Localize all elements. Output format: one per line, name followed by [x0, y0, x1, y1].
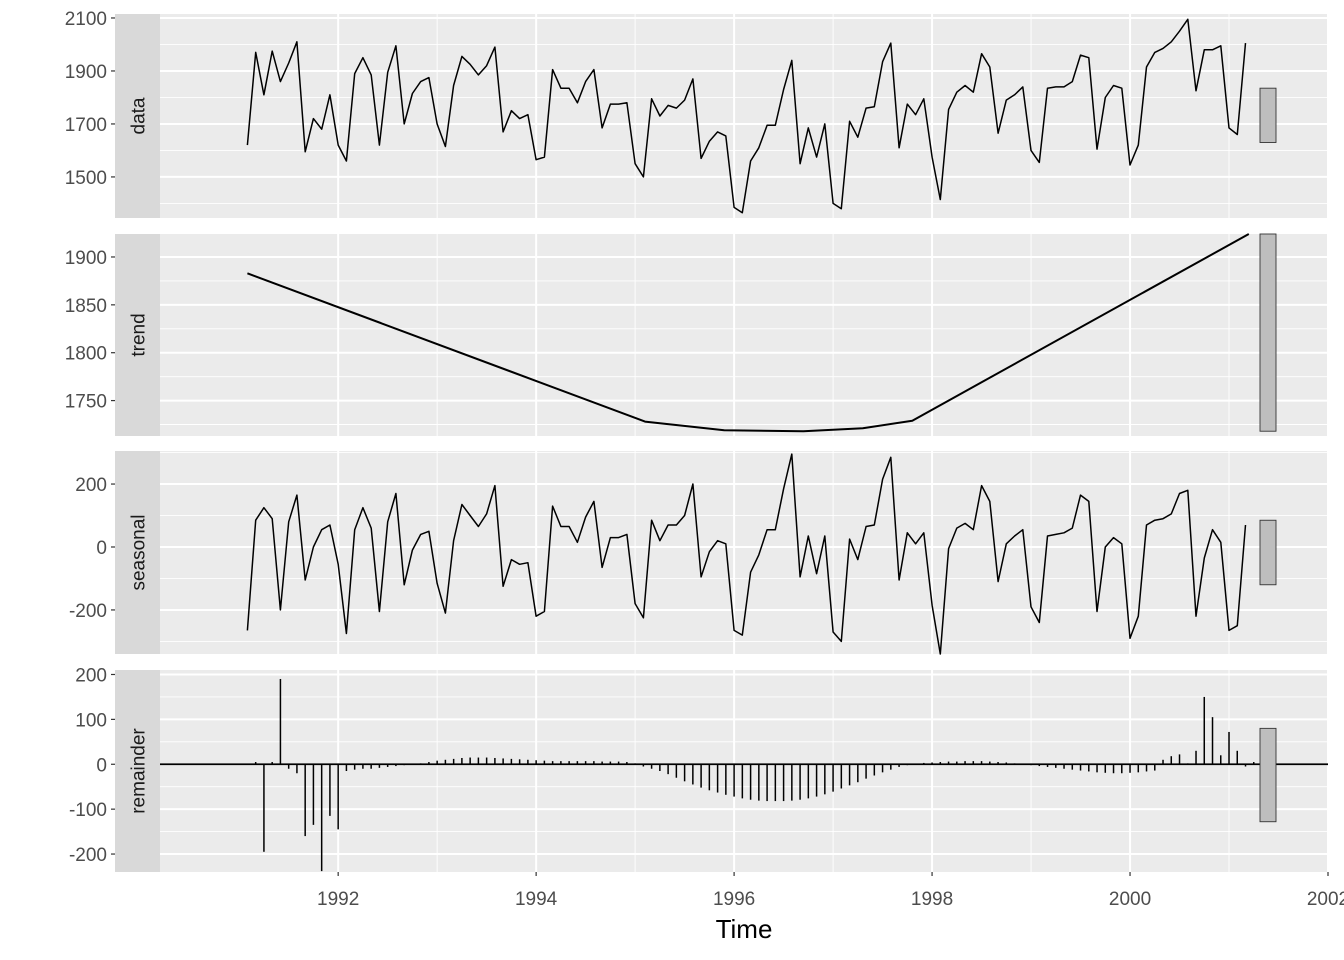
facet-panels: 1500 1700 1900 2100 data 1750 1800 1850 1900 tren… — [65, 9, 1329, 872]
y-tick-label: 1900 — [65, 62, 107, 83]
range-bar — [1259, 519, 1277, 586]
panel-remainder: -200 -100 0 100 200 remainder — [69, 665, 1329, 872]
facet-strip — [115, 234, 160, 436]
facet-strip — [115, 451, 160, 654]
panel-seasonal: -200 0 200 seasonal — [69, 451, 1329, 655]
facet-label: data — [129, 97, 150, 134]
trend-series-line — [247, 233, 1250, 433]
x-axis-title: Time — [716, 914, 773, 944]
facet-label: trend — [129, 313, 150, 356]
facet-strip — [115, 670, 160, 872]
y-tick-label: 0 — [96, 538, 107, 559]
facet-label: seasonal — [129, 514, 150, 590]
y-tick-label: 1750 — [65, 392, 107, 413]
x-tick-label: 1998 — [911, 889, 953, 910]
x-tick-label: 2000 — [1109, 889, 1151, 910]
y-tick-label: 0 — [96, 755, 107, 776]
facet-label: remainder — [129, 728, 150, 814]
x-tick-label: 1992 — [317, 889, 359, 910]
y-tick-label: 200 — [75, 665, 107, 686]
range-bar — [1259, 727, 1277, 823]
seasonal-series-line — [246, 453, 1247, 655]
x-tick-label: 1996 — [713, 889, 755, 910]
data-series-line — [246, 18, 1247, 214]
y-tick-label: 1900 — [65, 248, 107, 269]
y-tick-label: 100 — [75, 710, 107, 731]
x-tick-label: 1994 — [515, 889, 558, 910]
y-tick-label: 1700 — [65, 115, 107, 136]
x-tick-label: 2002 — [1307, 889, 1344, 910]
y-tick-label: -200 — [69, 601, 107, 622]
panel-data: 1500 1700 1900 2100 data — [65, 9, 1329, 218]
range-bar — [1259, 87, 1277, 143]
y-tick-label: 2100 — [65, 9, 107, 30]
y-tick-label: 1850 — [65, 296, 107, 317]
x-axis: 1992 1994 1996 1998 2000 2002 — [317, 872, 1344, 910]
panel-background — [160, 670, 1328, 872]
facet-strip — [115, 14, 160, 218]
panel-background — [160, 14, 1328, 218]
y-tick-label: 1500 — [65, 168, 107, 189]
y-tick-label: -100 — [69, 800, 107, 821]
y-tick-label: 200 — [75, 475, 107, 496]
panel-background — [160, 234, 1328, 436]
y-tick-label: -200 — [69, 845, 107, 866]
range-bar — [1259, 233, 1277, 432]
panel-trend: 1750 1800 1850 1900 trend — [65, 233, 1329, 436]
y-tick-label: 1800 — [65, 344, 107, 365]
